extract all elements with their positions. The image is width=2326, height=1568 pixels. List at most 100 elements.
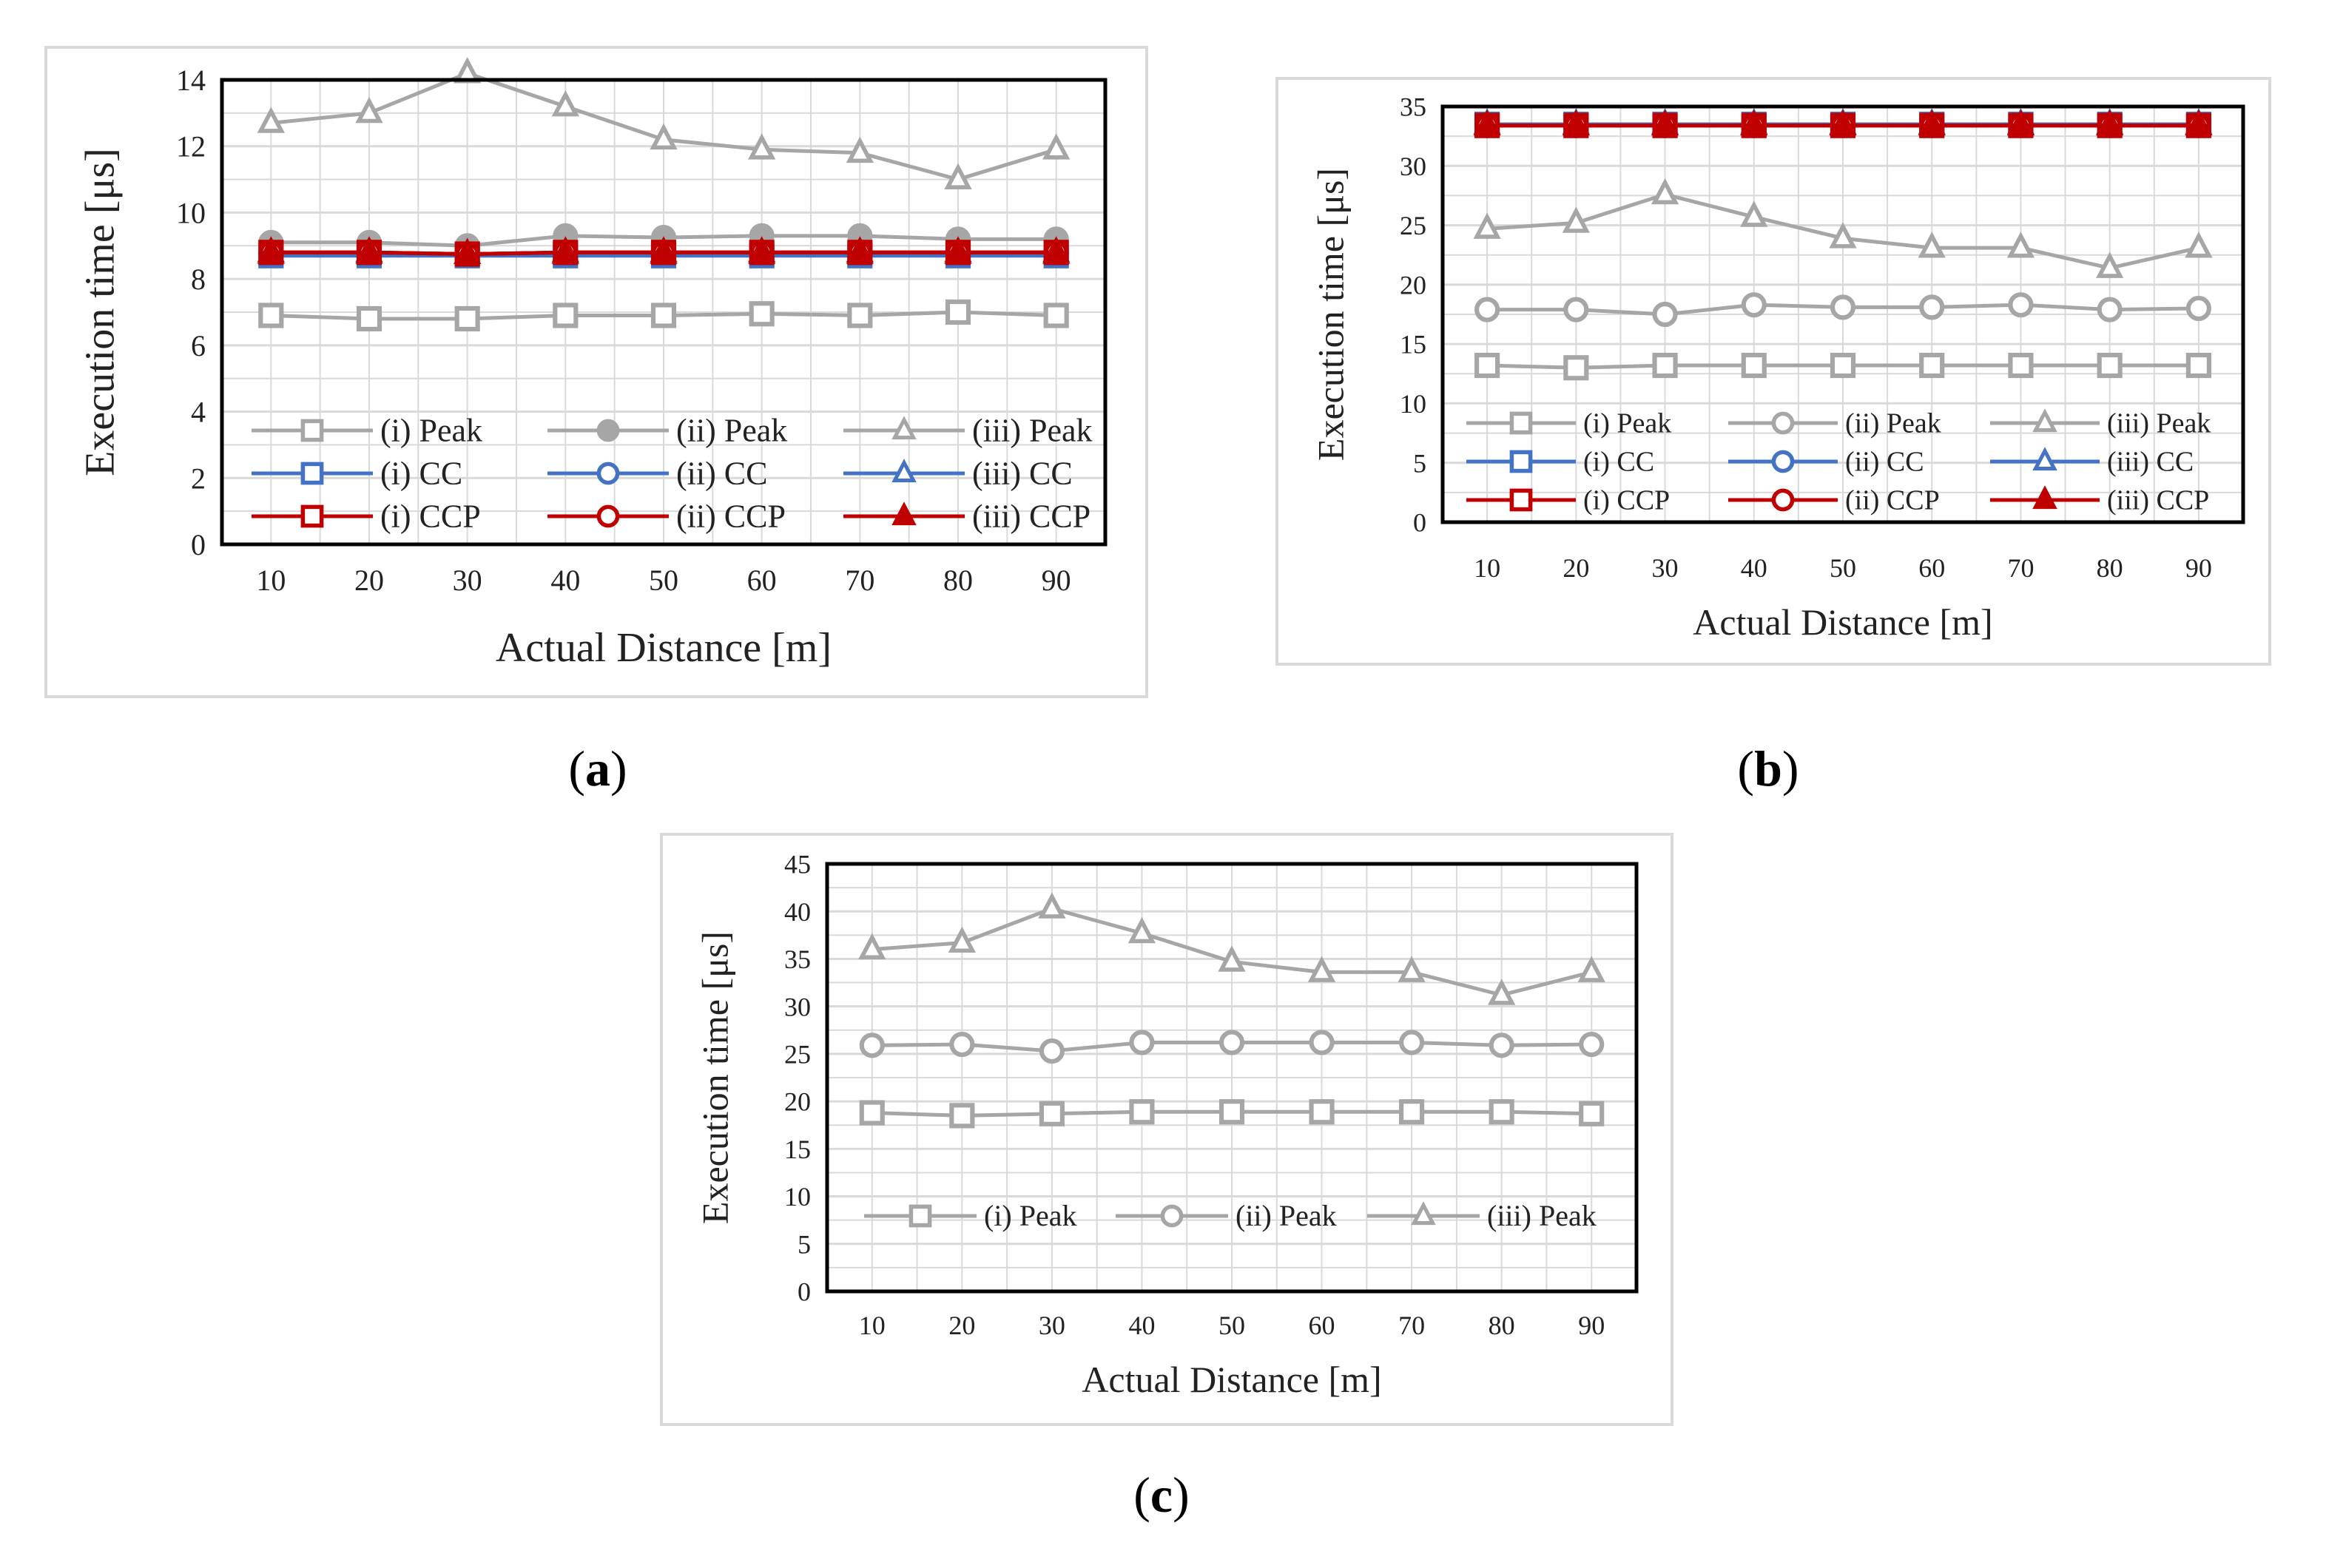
point-iii-peak-30 bbox=[1651, 178, 1679, 205]
y-tick-label: 2 bbox=[191, 462, 206, 495]
point-iii-ccp-60 bbox=[1918, 109, 1946, 136]
legend-marker-i-cc bbox=[1509, 450, 1533, 473]
x-tick-label: 40 bbox=[1128, 1311, 1155, 1340]
y-tick-label: 0 bbox=[1413, 508, 1426, 538]
y-axis-label: Execution time [μs] bbox=[78, 148, 124, 476]
y-tick-label: 30 bbox=[1400, 152, 1426, 181]
point-iii-peak-60 bbox=[748, 133, 776, 160]
legend-label-ii-peak: (ii) Peak bbox=[1236, 1199, 1337, 1232]
point-i-peak-20 bbox=[1563, 355, 1589, 381]
point-ii-peak-90 bbox=[2185, 295, 2211, 322]
point-ii-peak-80 bbox=[1489, 1033, 1514, 1058]
legend-marker-i-ccp bbox=[300, 504, 324, 528]
point-iii-peak-80 bbox=[944, 163, 972, 190]
legend-label-i-peak: (i) Peak bbox=[984, 1199, 1077, 1232]
y-tick-label: 5 bbox=[798, 1229, 811, 1259]
legend-label-ii-cc: (ii) CC bbox=[676, 456, 767, 492]
point-ii-peak-90 bbox=[1579, 1031, 1605, 1058]
point-iii-peak-70 bbox=[2006, 232, 2035, 258]
point-iii-ccp-50 bbox=[1829, 109, 1857, 136]
legend-marker-ii-cc bbox=[596, 462, 620, 485]
point-i-peak-90 bbox=[1043, 303, 1069, 328]
y-axis-label: Execution time [μs] bbox=[695, 931, 736, 1224]
point-i-peak-50 bbox=[1830, 352, 1856, 379]
x-tick-label: 20 bbox=[948, 1311, 975, 1340]
x-tick-label: 50 bbox=[649, 564, 678, 597]
point-iii-peak-50 bbox=[1829, 222, 1857, 249]
x-axis-label: Actual Distance [m] bbox=[496, 625, 832, 671]
point-iii-ccp-10 bbox=[257, 236, 285, 263]
legend-label-i-ccp: (i) CCP bbox=[1583, 485, 1670, 516]
x-tick-label: 60 bbox=[1309, 1311, 1335, 1340]
point-i-peak-20 bbox=[356, 305, 382, 332]
x-tick-label: 90 bbox=[1578, 1311, 1605, 1340]
x-tick-label: 20 bbox=[354, 564, 384, 597]
point-i-peak-70 bbox=[1399, 1099, 1425, 1125]
chart-a: 0 2 4 6 8 10 12 14 10 20 30 40 50 60 70 80 90 Actual Dist… bbox=[78, 57, 1108, 671]
x-tick-label: 10 bbox=[1474, 553, 1500, 583]
point-i-peak-20 bbox=[949, 1103, 975, 1129]
x-tick-label: 30 bbox=[453, 564, 482, 597]
point-iii-ccp-80 bbox=[2096, 109, 2124, 136]
plot-frame bbox=[825, 862, 1639, 1294]
legend-label-iii-ccp: (iii) CCP bbox=[2107, 485, 2209, 516]
point-i-peak-80 bbox=[1489, 1099, 1514, 1125]
point-i-peak-30 bbox=[454, 305, 480, 332]
point-iii-ccp-20 bbox=[1562, 109, 1590, 136]
legend-label-ii-cc: (ii) CC bbox=[1845, 447, 1924, 478]
point-i-peak-30 bbox=[1652, 352, 1678, 379]
point-i-peak-80 bbox=[945, 299, 971, 325]
point-iii-ccp-50 bbox=[650, 236, 678, 263]
point-iii-peak-40 bbox=[551, 89, 579, 117]
x-tick-label: 40 bbox=[550, 564, 580, 597]
legend-label-iii-peak: (iii) Peak bbox=[972, 413, 1093, 449]
point-i-peak-40 bbox=[553, 303, 579, 328]
y-tick-label: 10 bbox=[1400, 389, 1426, 419]
point-i-peak-30 bbox=[1039, 1101, 1065, 1126]
legend-label-ii-ccp: (ii) CCP bbox=[676, 499, 786, 535]
y-tick-label: 20 bbox=[784, 1087, 811, 1117]
legend-marker-iii-ccp bbox=[2032, 485, 2057, 510]
point-iii-peak-90 bbox=[2185, 232, 2213, 258]
legend-marker-iii-peak bbox=[2032, 408, 2057, 433]
point-iii-peak-80 bbox=[2096, 251, 2124, 278]
y-tick-label: 0 bbox=[191, 528, 206, 561]
x-tick-label: 80 bbox=[2097, 553, 2123, 583]
legend-marker-i-peak bbox=[300, 419, 324, 442]
legend-label-ii-peak: (ii) Peak bbox=[1845, 408, 1941, 439]
y-tick-label: 40 bbox=[784, 897, 811, 927]
point-iii-ccp-40 bbox=[551, 236, 579, 263]
legend-label-i-cc: (i) CC bbox=[1583, 447, 1654, 478]
legend-label-iii-cc: (iii) CC bbox=[972, 456, 1073, 492]
y-tick-label: 35 bbox=[784, 944, 811, 974]
x-tick-label: 60 bbox=[1918, 553, 1945, 583]
point-ii-peak-60 bbox=[1309, 1030, 1335, 1055]
point-ii-peak-10 bbox=[1474, 297, 1500, 322]
legend-label-ii-peak: (ii) Peak bbox=[676, 413, 787, 449]
point-iii-peak-40 bbox=[1740, 200, 1768, 227]
point-i-peak-40 bbox=[1741, 352, 1767, 379]
y-tick-label: 35 bbox=[1400, 92, 1426, 122]
point-iii-ccp-30 bbox=[1651, 109, 1679, 136]
y-tick-label: 12 bbox=[176, 130, 206, 163]
x-tick-label: 80 bbox=[943, 564, 973, 597]
legend-label-iii-peak: (iii) Peak bbox=[2107, 408, 2211, 439]
point-iii-peak-20 bbox=[355, 96, 383, 124]
point-iii-ccp-70 bbox=[2006, 109, 2035, 136]
x-tick-label: 50 bbox=[1218, 1311, 1245, 1340]
point-i-peak-50 bbox=[650, 303, 677, 328]
legend-label-i-ccp: (i) CCP bbox=[380, 499, 481, 535]
chart-b: 0 5 10 15 20 25 30 35 10 20 30 40 50 60 70 80 90 Actual D… bbox=[1310, 92, 2245, 643]
point-i-peak-80 bbox=[2097, 352, 2123, 379]
y-tick-label: 15 bbox=[784, 1135, 811, 1164]
y-tick-label: 10 bbox=[784, 1182, 811, 1212]
point-iii-peak-20 bbox=[948, 926, 976, 953]
point-i-peak-60 bbox=[749, 301, 775, 327]
legend-marker-ii-peak bbox=[596, 419, 620, 442]
point-ii-peak-40 bbox=[1741, 292, 1767, 318]
point-ii-peak-10 bbox=[859, 1033, 885, 1058]
x-axis-label: Actual Distance [m] bbox=[1082, 1359, 1381, 1400]
point-i-peak-10 bbox=[258, 303, 284, 328]
chart-panel-b: 0 5 10 15 20 25 30 35 10 20 30 40 50 60 70 80 90 Actual D… bbox=[1275, 77, 2271, 666]
point-ii-peak-40 bbox=[1129, 1030, 1155, 1055]
